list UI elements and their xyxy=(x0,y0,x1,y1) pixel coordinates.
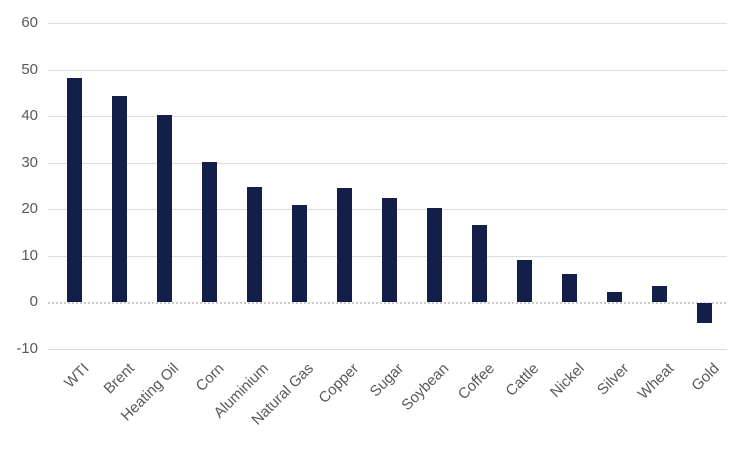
x-tick-label: Silver xyxy=(593,360,633,399)
x-tick-label: WTI xyxy=(61,360,93,392)
bar xyxy=(247,187,262,303)
x-tick-label: Sugar xyxy=(367,360,408,401)
x-tick-label: Brent xyxy=(100,360,138,398)
bar xyxy=(382,198,397,303)
y-tick-label: 50 xyxy=(21,60,38,78)
gridline xyxy=(48,23,727,24)
y-tick-label: 60 xyxy=(21,14,38,31)
gridline xyxy=(48,162,727,164)
bar xyxy=(652,286,667,303)
y-tick-label: 30 xyxy=(21,153,38,171)
gridline xyxy=(48,116,727,118)
x-tick-label: Gold xyxy=(688,360,723,395)
y-tick-label: -10 xyxy=(16,339,38,357)
bar xyxy=(292,204,307,303)
x-tick-label: Nickel xyxy=(546,360,588,401)
gridline xyxy=(48,69,727,71)
x-tick-label: Coffee xyxy=(454,360,498,404)
x-tick-label: Corn xyxy=(192,360,228,396)
bar xyxy=(562,274,577,303)
bar xyxy=(427,208,442,303)
gridline xyxy=(48,348,727,350)
x-tick-label: Wheat xyxy=(634,360,678,403)
bar xyxy=(337,188,352,303)
y-tick-label: 20 xyxy=(21,200,38,218)
x-tick-label: Soybean xyxy=(398,360,453,414)
y-tick-label: 40 xyxy=(21,107,38,125)
bar xyxy=(67,78,82,303)
bar xyxy=(112,96,127,303)
x-tick-label: Copper xyxy=(315,360,363,407)
y-tick-label: 10 xyxy=(21,246,38,264)
bar xyxy=(202,162,217,303)
bar xyxy=(472,225,487,303)
bar xyxy=(157,114,172,303)
zero-gridline xyxy=(48,301,727,304)
bar xyxy=(697,303,712,324)
bar xyxy=(607,292,622,303)
x-tick-label: Cattle xyxy=(502,360,543,400)
bar xyxy=(517,260,532,303)
y-tick-label: 0 xyxy=(29,293,38,311)
